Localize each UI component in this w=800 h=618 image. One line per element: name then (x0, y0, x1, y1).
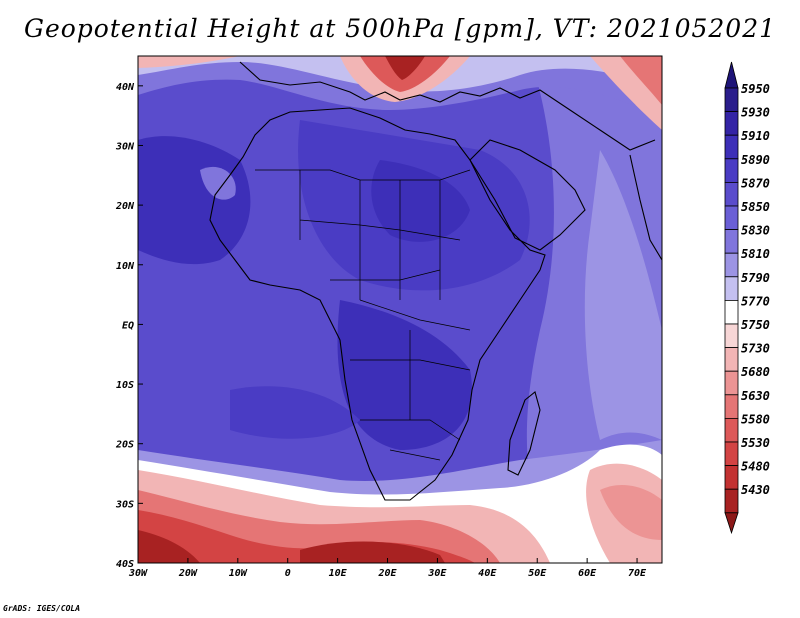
arabia-coastline (469, 139, 586, 251)
colorbar-label: 5850 (741, 200, 770, 214)
colorbar-swatch (724, 87, 739, 113)
colorbar-label: 5930 (741, 106, 770, 120)
lon-tick-label: 20E (377, 568, 397, 579)
colorbar-label: 5630 (741, 389, 770, 403)
longitude-axis: 30W 20W 10W 0 10E 20E 30E 40E 50E 60E 70E (128, 558, 647, 579)
lon-tick-label: 60E (578, 568, 597, 579)
field-south-core (300, 541, 445, 563)
lat-tick-label: 10S (116, 380, 134, 391)
colorbar-label: 5750 (741, 318, 770, 332)
grads-credit: GrADS: IGES/COLA (3, 604, 81, 613)
colorbar-top-arrow (724, 61, 739, 89)
country-borders (255, 169, 471, 461)
colorbar-swatch (724, 394, 739, 419)
colorbar-swatch (724, 276, 739, 301)
colorbar-label: 5810 (741, 247, 770, 261)
lon-tick-label: 0 (285, 568, 291, 579)
lat-tick-label: 40S (116, 559, 134, 570)
height-field (138, 56, 662, 563)
africa-coastline (209, 107, 546, 501)
colorbar-swatch (724, 158, 739, 183)
lon-tick-label: 70E (628, 568, 647, 579)
colorbar-swatch (724, 323, 739, 349)
lon-tick-label: 30E (427, 568, 447, 579)
field-southwest-high (230, 386, 360, 439)
lat-tick-label: 40N (116, 82, 135, 93)
colorbar-label: 5680 (741, 365, 770, 379)
colorbar-swatch (724, 299, 739, 325)
field-west-high (138, 136, 251, 265)
colorbar-label: 5890 (741, 153, 770, 167)
colorbar-swatch (724, 441, 739, 467)
colorbar-label: 5870 (741, 176, 770, 190)
colorbar-label: 5580 (741, 412, 770, 426)
lat-tick-label: 20N (115, 201, 135, 212)
colorbar-swatch (724, 181, 739, 207)
colorbar-label: 5830 (741, 224, 770, 238)
field-mediterranean-core (385, 56, 425, 80)
field-sw-core (138, 530, 200, 563)
madagascar-coastline (507, 391, 541, 476)
colorbar-swatch (724, 229, 739, 254)
field-central-high (337, 300, 472, 450)
colorbar-label: 5530 (741, 436, 770, 450)
colorbar-label: 5430 (741, 483, 770, 497)
lon-tick-label: 50E (528, 568, 547, 579)
colorbar-label: 5770 (741, 294, 770, 308)
map-title: Geopotential Height at 500hPa [gpm], VT:… (23, 14, 777, 43)
field-sahara-core (371, 160, 470, 242)
colorbar-label: 5950 (741, 82, 770, 96)
colorbar-swatch (724, 252, 739, 278)
colorbar-swatch (724, 111, 739, 136)
colorbar-swatch (724, 488, 739, 514)
colorbar-label: 5790 (741, 271, 770, 285)
colorbar-swatch (724, 134, 739, 160)
lat-tick-label: EQ (122, 320, 134, 331)
colorbar-swatch (724, 417, 739, 443)
colorbar-swatch (724, 205, 739, 231)
lon-tick-label: 40E (478, 568, 497, 579)
lat-tick-label: 20S (115, 440, 134, 451)
colorbar-label: 5480 (741, 460, 770, 474)
colorbar-swatch (724, 465, 739, 490)
europe-coastline (239, 61, 656, 151)
lat-tick-label: 30N (115, 141, 135, 152)
latitude-axis: 40N 30N 20N 10N EQ 10S 20S 30S 40S (115, 82, 143, 570)
colorbar-bottom-arrow (724, 512, 739, 535)
colorbar-swatch (724, 347, 739, 372)
field-east-light (584, 150, 662, 440)
lon-tick-label: 20W (178, 568, 198, 579)
lon-tick-label: 30W (128, 568, 148, 579)
colorbar: 5950 5930 5910 5890 5870 5850 5830 5810 5790 5770… (724, 61, 770, 535)
field-ne-red (620, 56, 662, 105)
colorbar-swatch (724, 370, 739, 396)
field-west-light-spot (200, 166, 236, 200)
colorbar-label: 5910 (741, 129, 770, 143)
field-se-red (600, 484, 662, 540)
lon-tick-label: 10W (229, 568, 248, 579)
field-nw-pink (138, 56, 240, 68)
lat-tick-label: 10N (116, 261, 135, 272)
india-coastline (629, 154, 662, 261)
colorbar-label: 5730 (741, 342, 770, 356)
map-frame (137, 55, 663, 564)
lat-tick-label: 30S (115, 499, 134, 510)
coastlines (209, 61, 662, 501)
lon-tick-label: 10E (329, 568, 348, 579)
